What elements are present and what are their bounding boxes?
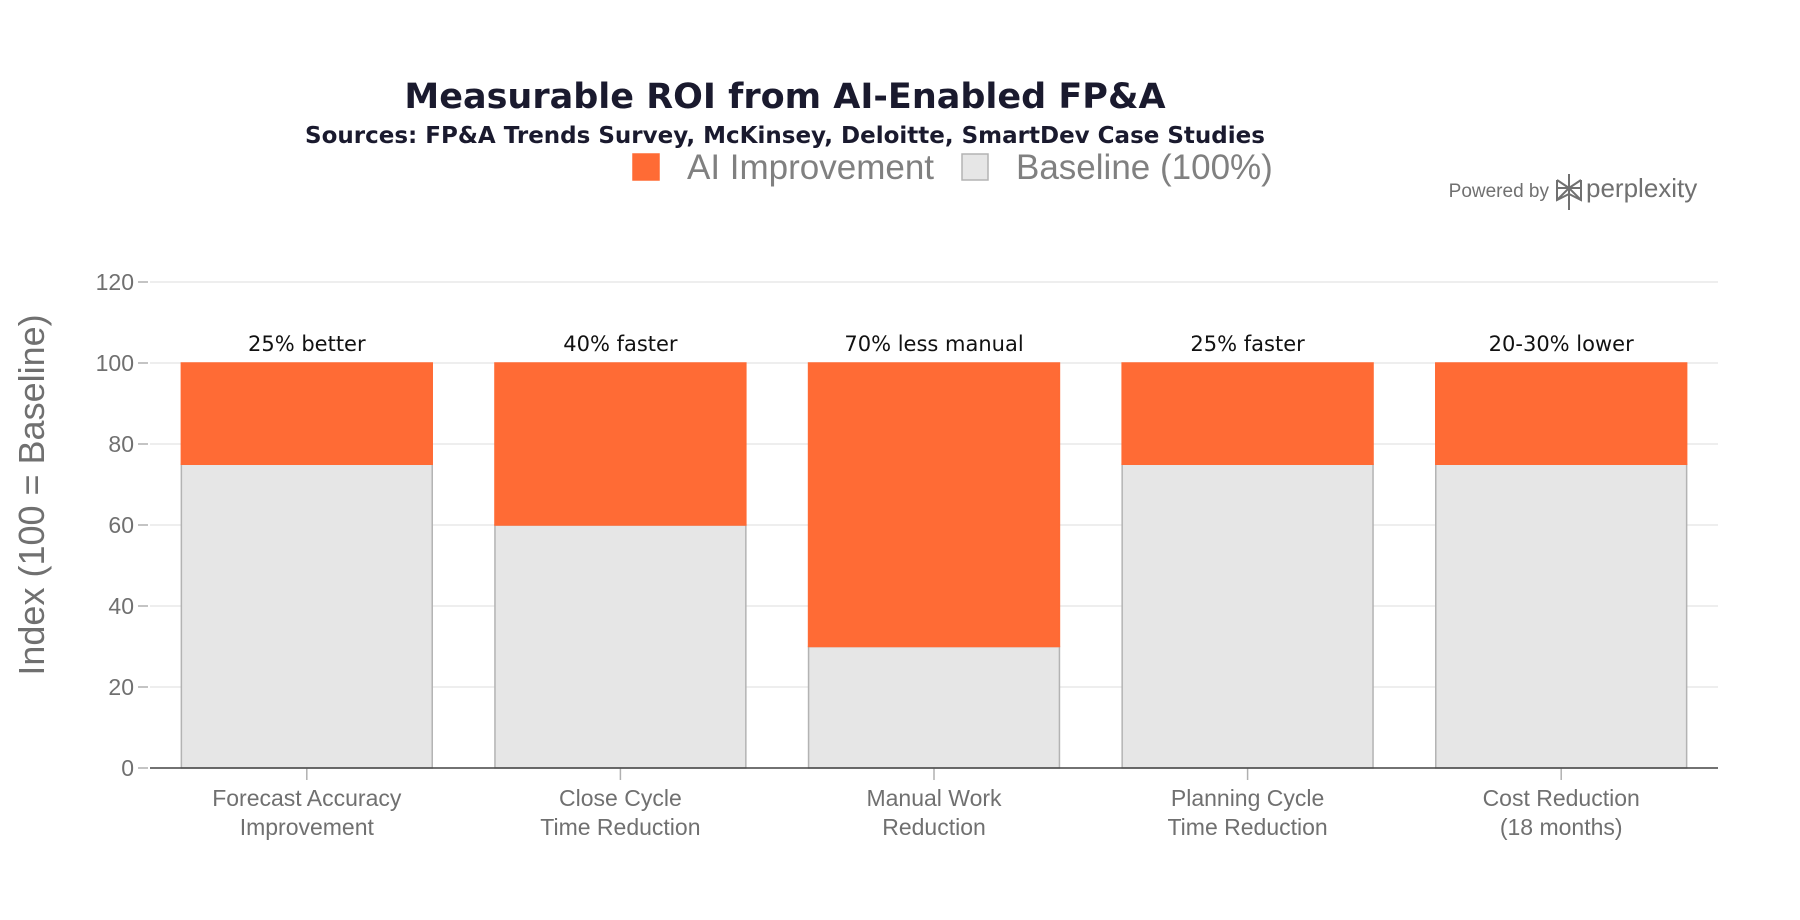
y-tick-label: 120 [96, 269, 134, 295]
chart-title: Measurable ROI from AI-Enabled FP&A [404, 77, 1165, 117]
bar-baseline-100 [1435, 463, 1688, 769]
bar-ai-improvement [180, 362, 433, 465]
y-tick-label: 100 [96, 350, 134, 376]
x-tick-label: Close Cycle Time Reduction [540, 785, 700, 840]
y-tick-label: 60 [108, 512, 134, 538]
x-tick-label: Planning Cycle Time Reduction [1167, 785, 1327, 840]
bar-baseline-100 [494, 524, 747, 769]
legend-label-baseline-100: Baseline (100%) [1016, 148, 1273, 187]
y-tick-label: 0 [121, 755, 134, 781]
bar-ai-improvement [494, 362, 747, 526]
y-tick-label: 80 [108, 431, 134, 457]
bar-ai-improvement [1121, 362, 1374, 465]
bar-baseline-100 [180, 463, 433, 769]
bar-data-label: 70% less manual [844, 332, 1023, 356]
bar-data-label: 25% better [248, 332, 366, 356]
x-tick-label: Manual Work Reduction [866, 785, 1002, 840]
legend-label-ai-improvement: AI Improvement [687, 148, 934, 187]
x-tick-label: Forecast Accuracy Improvement [212, 785, 402, 840]
y-axis-title: Index (100 = Baseline) [11, 314, 52, 675]
bar-data-label: 20-30% lower [1489, 332, 1634, 356]
bars: 25% better 40% faster 70% less manual 25% f… [180, 332, 1688, 769]
bar-baseline-100 [807, 645, 1061, 769]
y-tick-label: 40 [108, 593, 134, 619]
bar-baseline-100 [1121, 463, 1374, 769]
branding-prefix: Powered by [1449, 181, 1550, 202]
bar-data-label: 40% faster [563, 332, 678, 356]
branding-name: perplexity [1586, 173, 1697, 203]
legend-swatch-baseline-100 [961, 153, 989, 181]
x-axis: Forecast Accuracy Improvement Close Cycle T… [150, 767, 1718, 840]
x-tick-label: Cost Reduction (18 months) [1483, 785, 1640, 840]
legend: AI Improvement Baseline (100%) [632, 148, 1273, 187]
bar-ai-improvement [1435, 362, 1688, 465]
bar-data-label: 25% faster [1190, 332, 1305, 356]
bar-ai-improvement [807, 362, 1061, 648]
y-tick-label: 20 [108, 674, 134, 700]
legend-swatch-ai-improvement [632, 153, 660, 181]
perplexity-logo-icon [1556, 174, 1582, 210]
branding: Powered by perplexity [1449, 173, 1697, 210]
chart-subtitle: Sources: FP&A Trends Survey, McKinsey, D… [305, 123, 1265, 149]
y-axis: 0 20 40 60 80 100 120 [96, 269, 148, 781]
